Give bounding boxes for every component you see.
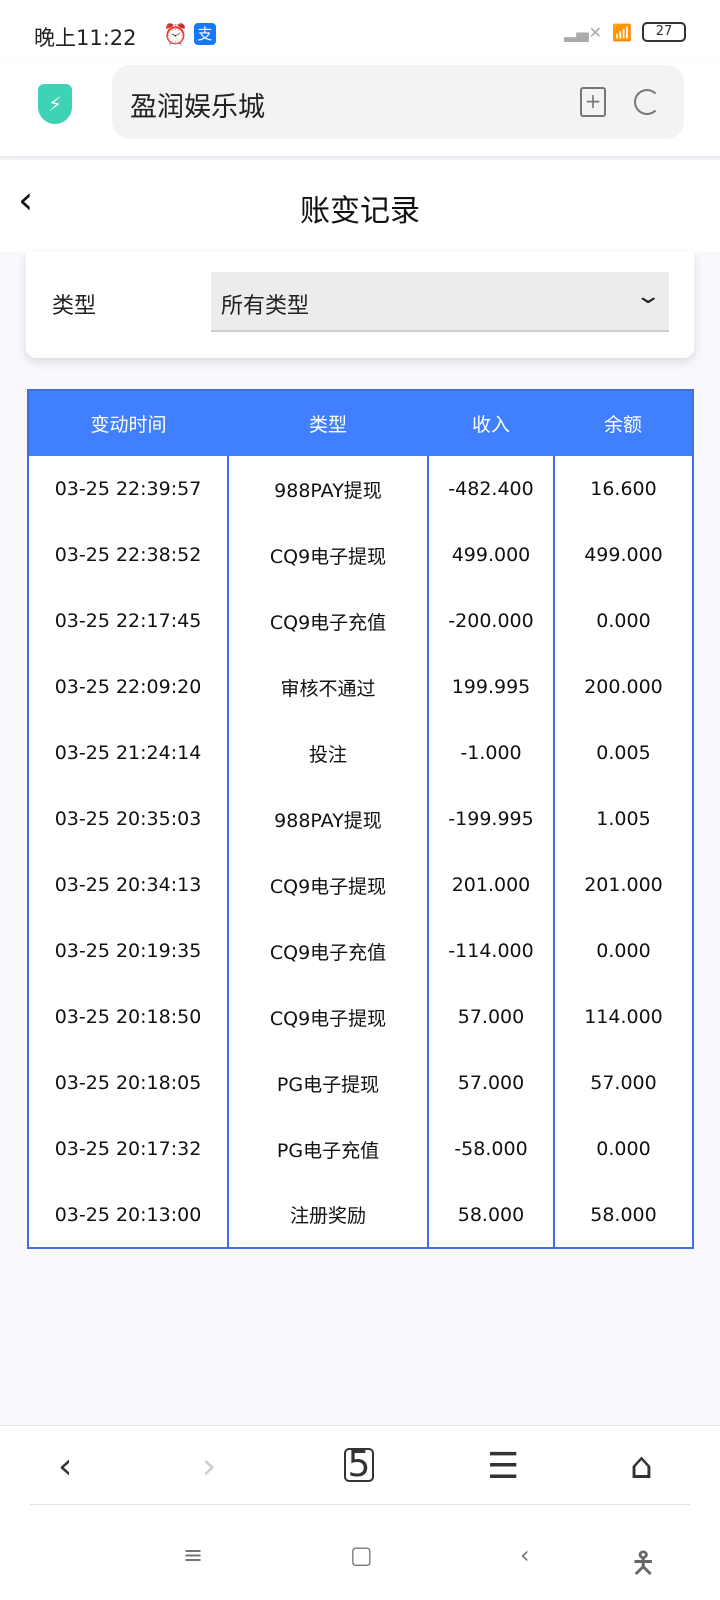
table-row: 03-25 20:17:32 PG电子充值 -58.000 0.000 (28, 1116, 693, 1182)
browser-bar: ⚡ 盈润娱乐城 + (0, 60, 720, 156)
cell-type: 988PAY提现 (227, 786, 428, 852)
back-icon[interactable]: ‹ (18, 178, 34, 222)
cell-type: CQ9电子充值 (227, 588, 428, 654)
cell-income: 499.000 (427, 522, 554, 588)
cell-balance: 201.000 (553, 852, 693, 918)
cell-type: 投注 (227, 720, 428, 786)
cell-time: 03-25 22:17:45 (54, 610, 202, 632)
cell-type: CQ9电子提现 (227, 984, 428, 1050)
address-bar[interactable]: 盈润娱乐城 + (112, 65, 684, 139)
cell-income: 57.000 (427, 1050, 554, 1116)
cell-time: 03-25 20:35:03 (54, 808, 202, 830)
table-row: 03-25 22:17:45 CQ9电子充值 -200.000 0.000 (28, 588, 693, 654)
refresh-icon[interactable] (634, 89, 660, 115)
cell-balance: 1.005 (553, 786, 693, 852)
menu-icon[interactable]: ☰ (487, 1446, 520, 1487)
cell-time: 03-25 22:38:52 (54, 544, 202, 566)
nav-forward-icon[interactable]: › (202, 1446, 217, 1487)
alarm-icon: ⏰ (163, 22, 188, 46)
cell-income: -482.400 (427, 456, 554, 522)
chevron-down-icon: ⌄ (633, 284, 662, 309)
col-header-balance: 余额 (554, 390, 693, 456)
cell-balance: 200.000 (553, 654, 693, 720)
table-row: 03-25 21:24:14 投注 -1.000 0.005 (28, 720, 693, 786)
table-row: 03-25 20:34:13 CQ9电子提现 201.000 201.000 (28, 852, 693, 918)
bookmark-add-icon[interactable]: + (580, 87, 606, 117)
col-header-type: 类型 (228, 390, 428, 456)
status-bar: 晚上11:22 ⏰ 支 ▂▄✕ 📶 27 (0, 0, 720, 60)
type-label: 类型 (52, 294, 97, 319)
browser-nav: ‹ › 5 ☰ ⌂ ≡ ▢ ‹ 🯅 (0, 1425, 720, 1600)
table-row: 03-25 20:18:05 PG电子提现 57.000 57.000 (28, 1050, 693, 1116)
cell-income: -200.000 (427, 588, 554, 654)
cell-time: 03-25 20:19:35 (54, 940, 202, 962)
cell-income: 199.995 (427, 654, 554, 720)
cell-type: CQ9电子充值 (227, 918, 428, 984)
cell-type: 988PAY提现 (227, 456, 428, 522)
cell-income: 57.000 (427, 984, 554, 1050)
security-shield-icon[interactable]: ⚡ (38, 84, 72, 124)
cell-balance: 0.000 (553, 1116, 693, 1182)
filter-panel: 类型 所有类型 ⌄ (26, 252, 694, 358)
table-row: 03-25 20:18:50 CQ9电子提现 57.000 114.000 (28, 984, 693, 1050)
cell-balance: 0.000 (553, 918, 693, 984)
col-header-time: 变动时间 (28, 390, 228, 456)
status-time: 晚上11:22 (34, 26, 137, 50)
cell-income: -1.000 (427, 720, 554, 786)
cell-time: 03-25 20:18:05 (54, 1072, 202, 1094)
tabs-button[interactable]: 5 (344, 1447, 374, 1483)
cell-balance: 16.600 (553, 456, 693, 522)
nav-back-icon[interactable]: ‹ (58, 1446, 73, 1487)
cell-balance: 499.000 (553, 522, 693, 588)
cell-time: 03-25 20:13:00 (54, 1203, 202, 1226)
system-home-icon[interactable]: ▢ (350, 1541, 373, 1569)
system-back-icon[interactable]: ‹ (520, 1541, 530, 1569)
cell-type: PG电子提现 (227, 1050, 428, 1116)
table-row: 03-25 20:19:35 CQ9电子充值 -114.000 0.000 (28, 918, 693, 984)
alipay-icon: 支 (193, 23, 216, 45)
table-row: 03-25 22:39:57 988PAY提现 -482.400 16.600 (28, 456, 693, 522)
page-url-title: 盈润娱乐城 (130, 92, 265, 123)
cell-type: CQ9电子提现 (227, 522, 428, 588)
type-select-value: 所有类型 (221, 294, 310, 319)
table-row: 03-25 20:35:03 988PAY提现 -199.995 1.005 (28, 786, 693, 852)
table-row: 03-25 22:38:52 CQ9电子提现 499.000 499.000 (28, 522, 693, 588)
cell-type: CQ9电子提现 (227, 852, 428, 918)
cell-time: 03-25 22:09:20 (54, 676, 202, 698)
transactions-table: 变动时间 类型 收入 余额 03-25 22:39:57 988PAY提现 -482… (27, 389, 694, 1249)
cell-time: 03-25 21:24:14 (54, 742, 202, 764)
table-row: 03-25 22:09:20 审核不通过 199.995 200.000 (28, 654, 693, 720)
cell-time: 03-25 20:17:32 (54, 1138, 202, 1160)
cell-time: 03-25 20:34:13 (54, 874, 202, 896)
battery-icon: 27 (642, 22, 686, 42)
wifi-icon: 📶 (612, 22, 632, 42)
signal-icon: ▂▄✕ (564, 22, 603, 42)
cell-balance: 0.005 (553, 720, 693, 786)
table-row: 03-25 20:13:00 注册奖励 58.000 58.000 (28, 1182, 693, 1248)
cell-income: -58.000 (427, 1116, 554, 1182)
cell-time: 03-25 22:39:57 (54, 478, 202, 500)
col-header-income: 收入 (428, 390, 554, 456)
divider (30, 1504, 690, 1505)
accessibility-icon[interactable]: 🯅 (630, 1546, 657, 1581)
cell-time: 03-25 20:18:50 (54, 1006, 202, 1028)
cell-balance: 58.000 (553, 1182, 693, 1248)
recent-apps-icon[interactable]: ≡ (183, 1541, 204, 1569)
cell-income: -114.000 (427, 918, 554, 984)
cell-type: 审核不通过 (227, 654, 428, 720)
cell-income: 58.000 (427, 1182, 554, 1248)
cell-type: PG电子充值 (227, 1116, 428, 1182)
type-select[interactable]: 所有类型 ⌄ (211, 272, 669, 332)
cell-income: 201.000 (427, 852, 554, 918)
cell-type: 注册奖励 (227, 1182, 428, 1248)
home-icon[interactable]: ⌂ (630, 1446, 653, 1487)
cell-balance: 0.000 (553, 588, 693, 654)
page-title: 账变记录 (300, 194, 420, 229)
cell-income: -199.995 (427, 786, 554, 852)
cell-balance: 57.000 (553, 1050, 693, 1116)
cell-balance: 114.000 (553, 984, 693, 1050)
page-header: ‹ 账变记录 (0, 160, 720, 252)
